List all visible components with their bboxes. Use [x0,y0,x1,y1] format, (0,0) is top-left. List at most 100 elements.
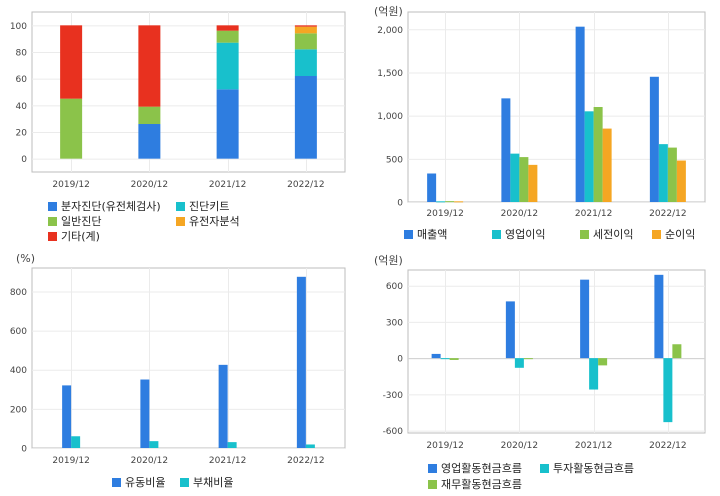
y-tick-label: 800 [10,288,27,298]
legend-label: 분자진단(유전체검사) [61,200,161,213]
unit-label-cashflow: (억원) [374,254,403,267]
legend-item: 진단키트 [176,200,229,214]
x-tick-label: 2020/12 [501,441,538,451]
y-tick-label: 100 [10,22,27,32]
bar-series-0 [62,385,72,448]
bar-series-0 [654,274,664,359]
legend-label: 일반진단 [61,215,102,228]
legend-label: 재무활동현금흐름 [441,478,522,491]
x-tick-label: 2021/12 [575,441,612,451]
bar-series-1 [514,358,524,368]
bar-series-0 [140,379,150,448]
bar-series-1 [71,436,81,448]
legend-item: 분자진단(유전체검사) [48,200,161,214]
legend-label: 매출액 [417,228,448,241]
bar-series-2 [60,98,83,159]
y-tick-label: -600 [383,427,404,437]
unit-label-income: (억원) [374,5,403,18]
x-tick-label: 2020/12 [131,456,168,466]
bar-series-2 [445,201,455,203]
legend-swatch [176,202,185,211]
legend-item: 순이익 [652,228,695,242]
x-tick-label: 2022/12 [649,209,686,219]
y-tick-label: 1,000 [377,112,403,122]
y-tick-label: 0 [397,355,403,365]
legend-swatch [112,478,121,487]
bar-series-0 [138,124,161,159]
legend-swatch [580,230,589,239]
legend-swatch [428,464,437,473]
bar-series-2 [294,33,317,50]
bar-series-0 [580,279,590,359]
chart-revenue-mix: 0 20 40 60 80 100 2019/12 2020/12 2021/12 2022/12 [10,11,346,190]
bar-series-1 [294,49,317,76]
x-tick-label: 2022/12 [287,180,324,190]
y-tick-label: 20 [16,129,28,139]
legend-swatch [492,230,501,239]
y-tick-label: 400 [10,366,27,376]
x-tick-label: 2021/12 [209,180,246,190]
bar-series-4 [138,25,161,107]
bar-series-1 [510,153,520,202]
legend-label: 진단키트 [189,200,230,213]
x-tick-label: 2020/12 [131,180,168,190]
legend-swatch [540,464,549,473]
legend-item: 유전자분석 [176,215,240,229]
x-tick-label: 2019/12 [426,209,463,219]
legend-swatch [48,202,57,211]
legend-label: 부채비율 [193,476,234,489]
bar-series-2 [216,30,239,43]
x-tick-label: 2022/12 [649,441,686,451]
bar-series-0 [649,76,659,202]
x-tick-label: 2022/12 [287,456,324,466]
legend-item: 매출액 [404,228,447,242]
legend-ratios: 유동비율 부채비율 [112,476,342,492]
chart-cashflow: -600 -300 0 300 600 2019/12 2020/12 2021/12 2022… [383,269,706,451]
legend-item: 유동비율 [112,476,165,490]
legend-item: 재무활동현금흐름 [428,478,522,492]
legend-label: 유전자분석 [189,215,240,228]
bar-series-4 [294,25,317,27]
legend-item: 부채비율 [180,476,233,490]
bar-series-0 [505,301,515,359]
y-tick-label: 600 [386,282,403,292]
bar-series-4 [60,25,83,99]
legend-swatch [48,232,57,241]
legend-swatch [180,478,189,487]
x-tick-label: 2021/12 [209,456,246,466]
y-tick-label: 2,000 [377,26,403,36]
legend-label: 세전이익 [593,228,634,241]
y-tick-label: 40 [16,102,28,112]
bar-series-3 [676,160,686,202]
y-tick-label: 600 [10,327,27,337]
plot-frame [31,11,346,173]
bar-series-2 [593,107,603,202]
legend-label: 기타(계) [61,230,100,243]
plot-frame [31,267,346,449]
bar-series-3 [294,26,317,34]
y-tick-label: 200 [10,405,27,415]
x-tick-label: 2019/12 [52,180,89,190]
legend-item: 기타(계) [48,230,100,244]
bar-series-2 [667,147,677,202]
bar-series-2 [519,157,529,202]
legend-item: 영업활동현금흐름 [428,462,522,476]
y-tick-label: 1,500 [377,69,403,79]
y-tick-label: 0 [397,199,403,209]
legend-label: 투자활동현금흐름 [553,462,634,475]
chart-panel-income: (억원) 0 500 1,000 1,500 2,000 2019/12 2020/12 20… [360,0,720,248]
bar-series-0 [218,364,228,448]
legend-swatch [48,217,57,226]
bar-series-1 [227,442,237,448]
y-tick-label: 500 [386,155,403,165]
legend-label: 순이익 [665,228,696,241]
x-tick-label: 2020/12 [501,209,538,219]
y-tick-label: -300 [383,391,404,401]
chart-panel-revenue-mix: 0 20 40 60 80 100 2019/12 2020/12 2021/12 2022/12… [0,0,360,248]
bar-series-1 [149,441,159,448]
chart-ratios: 0 200 400 600 800 2019/12 2020/12 2021/12 2022/1… [10,267,346,466]
bar-series-0 [501,98,511,202]
y-tick-label: 80 [16,49,28,59]
